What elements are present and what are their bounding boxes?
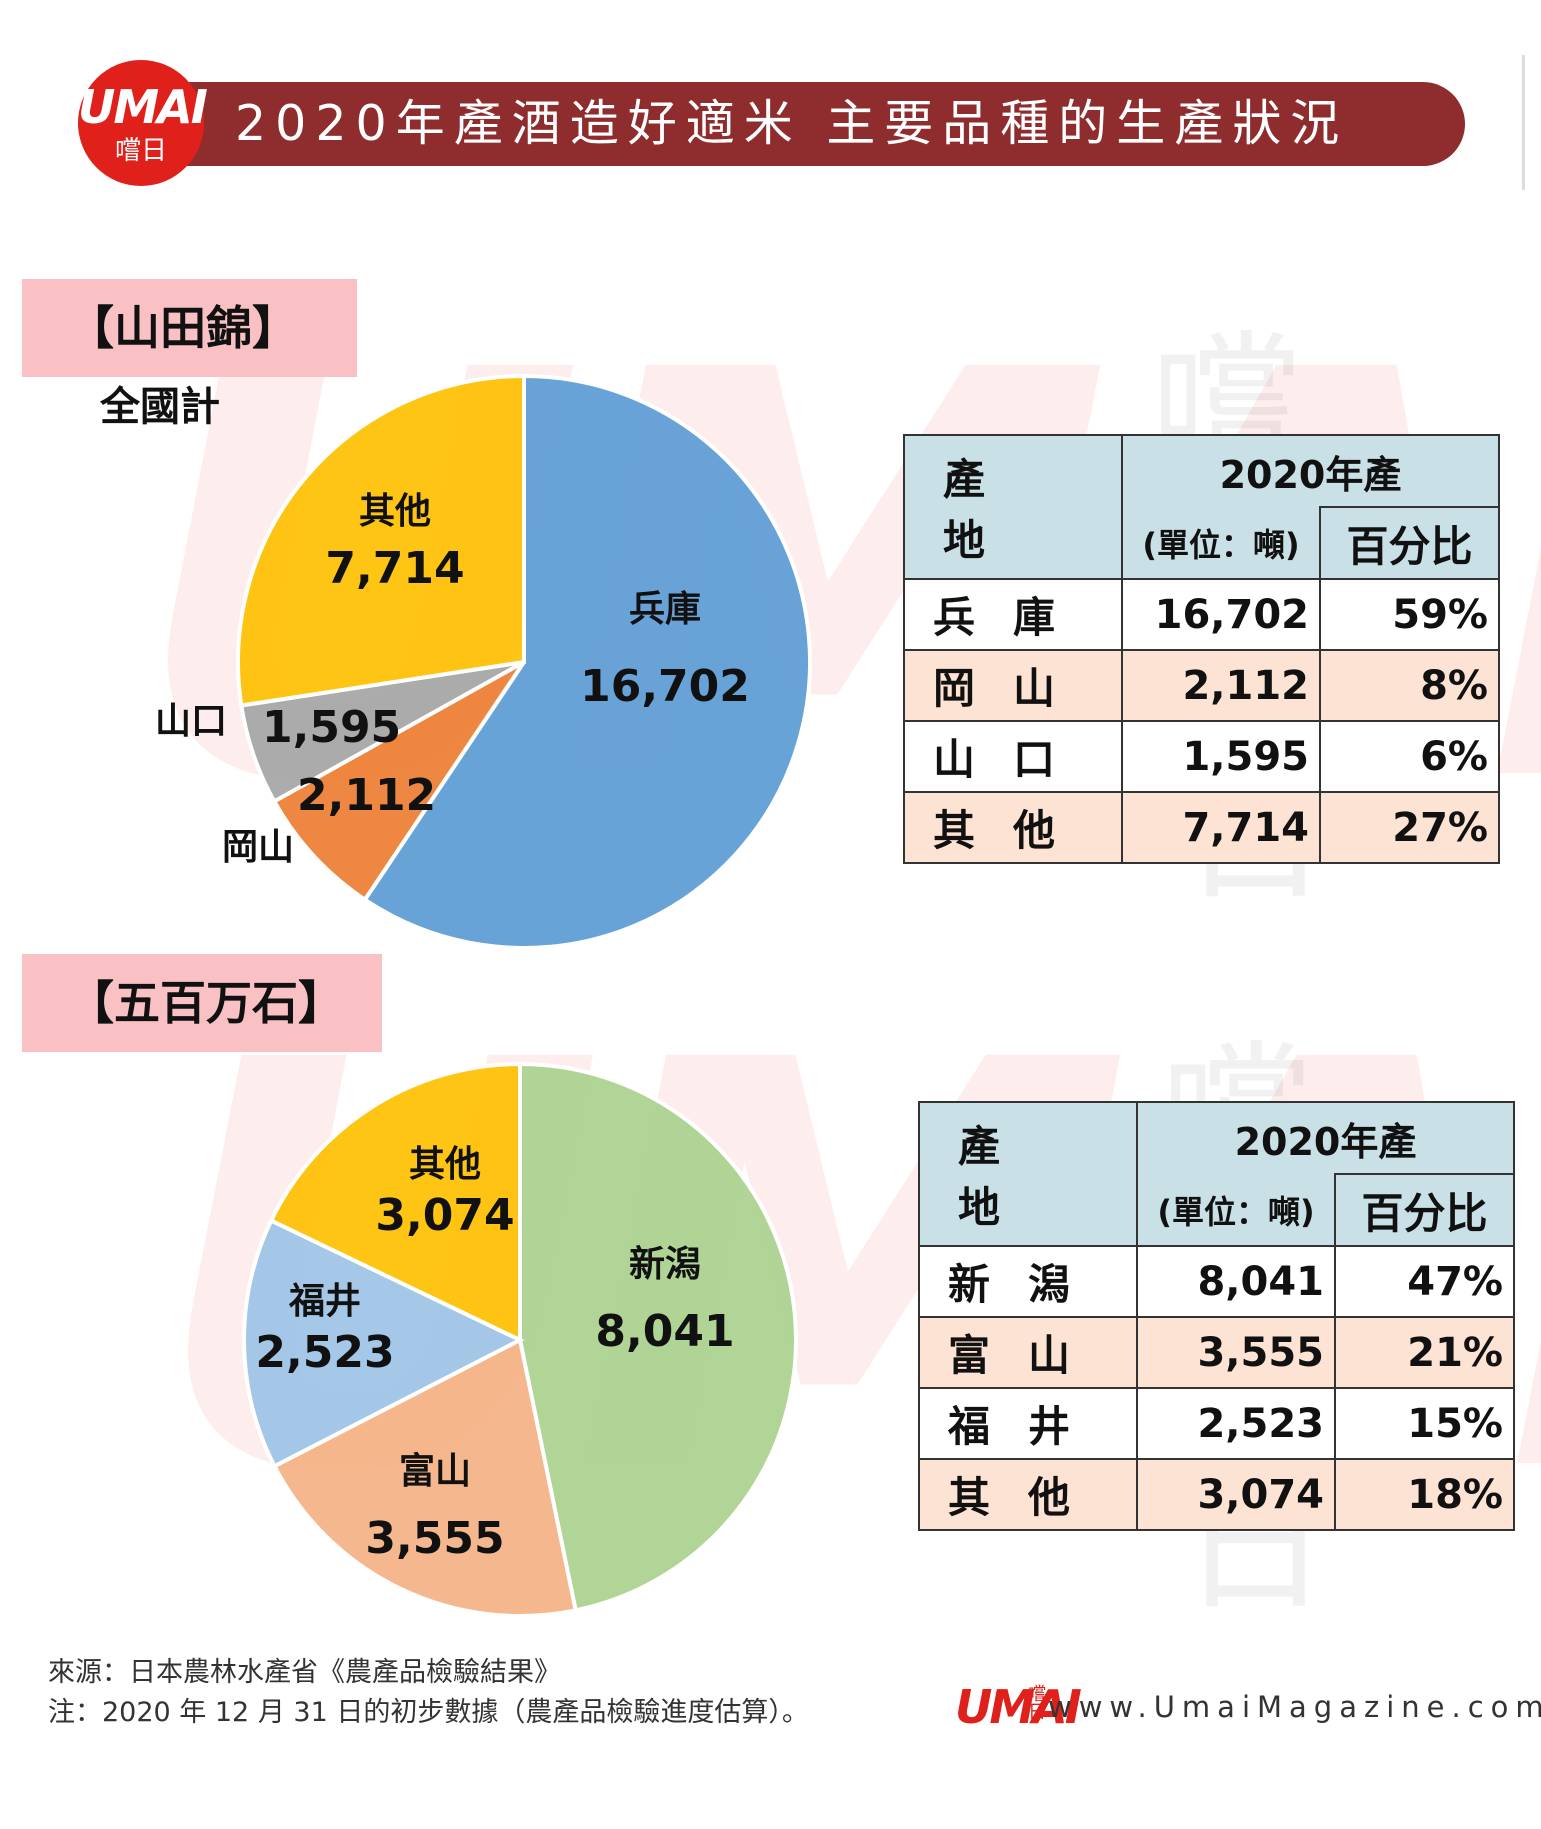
- pie2-label-fukui-name: 福井: [288, 1281, 361, 1322]
- pie2-slice-2: [271, 1337, 579, 1618]
- table2-row4-value: 3,074: [1136, 1458, 1336, 1531]
- table1-row2-value: 2,112: [1121, 649, 1321, 722]
- table2-row3-value: 2,523: [1136, 1387, 1336, 1460]
- table-row: 岡山 2,112 8%: [903, 649, 1500, 722]
- page-title: 2020年產酒造好適米 主要品種的生產狀況: [235, 95, 1349, 152]
- pie2-slice-1: [518, 1061, 798, 1613]
- table2-row1-place: 新潟: [918, 1245, 1138, 1318]
- pie1-label-other: 其他 7,714: [300, 490, 490, 596]
- table-yamada: 產 地 2020年產 (單位：噸) 百分比 兵庫 16,702 59% 岡山 2…: [903, 434, 1500, 864]
- table2-row3-pct: 15%: [1334, 1387, 1515, 1460]
- pie1-label-hyogo: 兵庫 16,702: [560, 588, 770, 714]
- pie1-value-yamaguchi: 1,595: [262, 702, 402, 753]
- pie2-label-niigata-value: 8,041: [595, 1306, 735, 1358]
- footer-url[interactable]: www.UmaiMagazine.com: [1048, 1690, 1541, 1724]
- pie1-slice-4: [236, 373, 526, 708]
- table2-row2-value: 3,555: [1136, 1316, 1336, 1389]
- table2-header-place: 產 地: [918, 1101, 1138, 1247]
- table1-row4-place: 其他: [903, 791, 1123, 864]
- pie1-label-other-name: 其他: [358, 491, 431, 532]
- table1-row4-pct: 27%: [1319, 791, 1500, 864]
- pie1-value-okayama: 2,112: [297, 770, 437, 821]
- pie1-slice-1: [362, 373, 813, 950]
- pie2-label-toyama-name: 富山: [398, 1451, 471, 1492]
- pie1-label-other-value: 7,714: [325, 543, 465, 595]
- pie2-slices: [242, 1061, 798, 1618]
- table-row: 富山 3,555 21%: [918, 1316, 1515, 1389]
- table2-row4-place: 其他: [918, 1458, 1138, 1531]
- table2-row4-pct: 18%: [1334, 1458, 1515, 1531]
- table1-row4-value: 7,714: [1121, 791, 1321, 864]
- pie1-outlabel-okayama: 岡山: [222, 827, 295, 868]
- pie2-label-other-name: 其他: [408, 1144, 481, 1185]
- table1-row3-value: 1,595: [1121, 720, 1321, 793]
- table1-header-pct: 百分比: [1319, 506, 1500, 580]
- table2-row3-place: 福井: [918, 1387, 1138, 1460]
- pie2-slice-3: [242, 1217, 525, 1469]
- pie2-label-toyama-value: 3,555: [365, 1513, 505, 1565]
- table2-header-unit: (單位：噸): [1136, 1174, 1336, 1247]
- table1-row2-place: 岡山: [903, 649, 1123, 722]
- pie2-label-other: 其他 3,074: [355, 1143, 535, 1243]
- footer-logo: UMAI: [955, 1680, 1082, 1734]
- edge-divider: [1522, 55, 1525, 190]
- logo-subtext: 嚐日: [114, 136, 167, 166]
- pie1-slice-2: [271, 660, 526, 903]
- pie2-label-fukui-value: 2,523: [255, 1327, 395, 1379]
- umai-logo: UMAI 嚐日: [78, 60, 208, 186]
- table1-header-year: 2020年產: [1121, 434, 1500, 507]
- table1-row3-place: 山口: [903, 720, 1123, 793]
- footer-source: 來源：日本農林水產省《農產品檢驗結果》: [48, 1657, 561, 1688]
- section-label-gohyakumangoku: 【五百万石】: [22, 954, 382, 1052]
- footer-note: 注：2020 年 12 月 31 日的初步數據（農產品檢驗進度估算）。: [48, 1697, 809, 1728]
- pie2-label-niigata-name: 新潟: [628, 1244, 701, 1285]
- table1-header-unit: (單位：噸): [1121, 507, 1321, 580]
- table2-header-pct: 百分比: [1334, 1173, 1515, 1247]
- table1-row3-pct: 6%: [1319, 720, 1500, 793]
- table1-header-place: 產 地: [903, 434, 1123, 580]
- table1-row1-value: 16,702: [1121, 578, 1321, 651]
- section-label-yamada: 【山田錦】: [22, 279, 357, 377]
- section-sublabel: 全國計: [100, 384, 220, 430]
- table1-row1-place: 兵庫: [903, 578, 1123, 651]
- pie1-slices: [236, 373, 813, 950]
- table2-header-year: 2020年產: [1136, 1101, 1515, 1174]
- pie2-label-fukui: 福井 2,523: [235, 1280, 415, 1380]
- table-gohyakumangoku: 產 地 2020年產 (單位：噸) 百分比 新潟 8,041 47% 富山 3,…: [918, 1101, 1515, 1531]
- table-row: 福井 2,523 15%: [918, 1387, 1515, 1460]
- pie2-label-other-value: 3,074: [375, 1190, 515, 1242]
- table2-row1-value: 8,041: [1136, 1245, 1336, 1318]
- pie2-label-niigata: 新潟 8,041: [570, 1243, 760, 1359]
- pie1-outlabel-yamaguchi: 山口: [155, 701, 228, 742]
- table-row: 其他 3,074 18%: [918, 1458, 1515, 1531]
- table2-row1-pct: 47%: [1334, 1245, 1515, 1318]
- table2-row2-pct: 21%: [1334, 1316, 1515, 1389]
- pie2-label-toyama: 富山 3,555: [340, 1450, 530, 1566]
- table-row: 兵庫 16,702 59%: [903, 578, 1500, 651]
- logo-text: UMAI: [78, 80, 208, 134]
- title-bar: [160, 82, 1465, 166]
- pie1-label-hyogo-name: 兵庫: [628, 589, 701, 630]
- table-row: 新潟 8,041 47%: [918, 1245, 1515, 1318]
- footer-logo-subtext: 嚐日: [1025, 1684, 1046, 1720]
- table-row: 山口 1,595 6%: [903, 720, 1500, 793]
- table-row: 其他 7,714 27%: [903, 791, 1500, 864]
- pie2-slice-4: [268, 1061, 522, 1344]
- table2-row2-place: 富山: [918, 1316, 1138, 1389]
- table1-row2-pct: 8%: [1319, 649, 1500, 722]
- pie1-label-hyogo-value: 16,702: [580, 661, 750, 713]
- table1-row1-pct: 59%: [1319, 578, 1500, 651]
